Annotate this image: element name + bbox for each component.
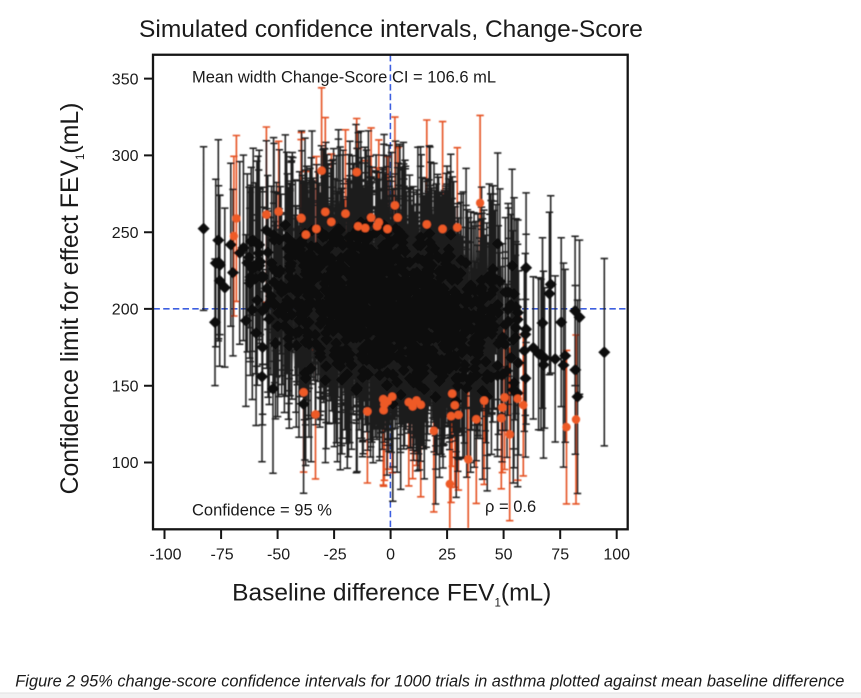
svg-text:250: 250 [112,225,139,242]
svg-text:50: 50 [495,546,513,563]
svg-text:-75: -75 [211,546,234,563]
svg-text:75: 75 [551,546,569,563]
svg-text:0: 0 [386,546,395,563]
svg-text:ρ = 0.6: ρ = 0.6 [485,498,536,516]
svg-text:300: 300 [112,148,139,165]
svg-text:-100: -100 [149,546,181,563]
svg-text:-50: -50 [267,546,290,563]
svg-text:Simulated confidence intervals: Simulated confidence intervals, Change-S… [139,16,643,43]
svg-text:350: 350 [112,71,139,88]
svg-text:-25: -25 [324,546,347,563]
svg-text:100: 100 [603,546,630,563]
svg-text:200: 200 [112,302,139,319]
svg-text:100: 100 [112,455,139,472]
svg-text:25: 25 [438,546,456,563]
svg-text:Baseline difference FEV1(mL): Baseline difference FEV1(mL) [232,580,551,610]
svg-text:150: 150 [112,378,139,395]
svg-text:Mean width Change-Score CI = 1: Mean width Change-Score CI = 106.6 mL [192,68,496,86]
svg-text:Confidence = 95 %: Confidence = 95 % [192,501,332,519]
svg-text:Figure 2 95% change-score conf: Figure 2 95% change-score confidence int… [15,673,844,691]
svg-text:Confidence limit for effect FE: Confidence limit for effect FEV1(mL) [57,103,87,495]
